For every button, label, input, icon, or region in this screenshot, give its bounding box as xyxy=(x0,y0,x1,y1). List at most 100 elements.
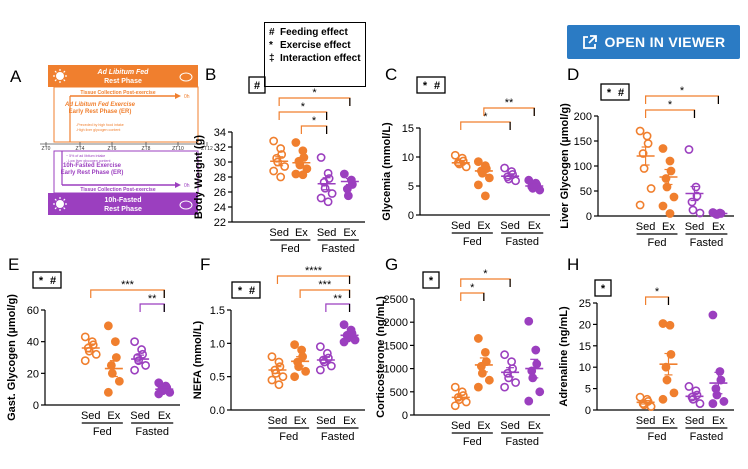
data-point xyxy=(643,139,653,148)
data-point xyxy=(719,397,729,406)
data-point xyxy=(524,396,534,406)
y-tick-label: 15 xyxy=(579,341,591,353)
y-tick-label: 10 xyxy=(402,152,414,164)
legend-label: Interaction effect xyxy=(280,53,361,64)
y-tick-label: 0 xyxy=(33,400,39,412)
data-point xyxy=(107,368,117,378)
data-point xyxy=(708,399,718,408)
significance-bracket xyxy=(645,109,696,118)
data-point xyxy=(301,366,311,376)
data-point xyxy=(343,191,353,201)
data-point xyxy=(646,184,656,193)
x-tick-label: Sed xyxy=(500,220,520,232)
significance-bracket xyxy=(300,125,328,134)
stat-box xyxy=(600,83,630,101)
y-tick-label: 24 xyxy=(214,202,226,214)
significance-bracket xyxy=(483,107,535,116)
data-point xyxy=(662,182,672,192)
legend-label: Feeding effect xyxy=(280,27,348,38)
open-in-viewer-label: OPEN IN VIEWER xyxy=(604,34,726,50)
y-axis-label: Liver Glycogen (µmol/g) xyxy=(559,103,571,229)
data-point xyxy=(473,180,483,190)
y-tick-label: 32 xyxy=(214,142,226,154)
data-point xyxy=(315,342,325,352)
data-point xyxy=(531,345,541,355)
fed-exercise-subtitle: Early Rest Phase (ER) xyxy=(69,109,132,115)
y-tick-label: 2000 xyxy=(384,317,408,329)
data-point xyxy=(669,192,679,202)
data-point xyxy=(130,337,139,347)
y-axis-label: Adrenaline (ng/mL) xyxy=(558,306,570,407)
panel-letter: E xyxy=(8,255,19,274)
y-tick-label: 0 xyxy=(585,405,591,417)
data-point xyxy=(461,397,471,407)
panel-e-chart: E * #0 20 40 60 Gast. Glycogen (µmol/g) Sed Ex Se… xyxy=(6,255,180,438)
significance-bracket xyxy=(645,296,670,305)
data-point xyxy=(280,162,290,171)
panel-letter: H xyxy=(567,255,579,274)
zt-label: ZT4 xyxy=(76,146,85,152)
panel-letter: C xyxy=(385,65,397,84)
data-point xyxy=(323,168,333,178)
data-point xyxy=(290,340,300,350)
open-in-viewer-button[interactable]: OPEN IN VIEWER xyxy=(567,25,740,59)
x-tick-label: Sed xyxy=(685,415,705,427)
data-point xyxy=(134,356,143,366)
panel-c-chart: C * #0 5 10 15 Glycemia (mmol/L) Sed Ex Sed Ex Fed F… xyxy=(381,65,550,248)
stat-box xyxy=(32,271,62,289)
stat-box xyxy=(422,271,440,289)
sun-icon-bottom xyxy=(53,197,67,211)
y-tick-label: 2500 xyxy=(384,294,408,306)
x-tick-label: Ex xyxy=(477,420,490,432)
x-tick-label: Ex xyxy=(294,415,307,427)
significance-label: * xyxy=(655,286,660,298)
data-point xyxy=(500,382,509,392)
group-label: Fed xyxy=(281,243,300,255)
group-label: Fasted xyxy=(321,431,355,443)
significance-label: ** xyxy=(505,97,514,109)
data-point xyxy=(524,316,534,326)
y-tick-label: 0.0 xyxy=(210,405,225,417)
group-label: Fasted xyxy=(505,436,539,448)
data-point xyxy=(473,334,483,343)
fasted-rest-phase-bar xyxy=(48,193,198,215)
significance-label: *** xyxy=(121,279,135,291)
data-point xyxy=(708,310,718,320)
panel-letter-a: A xyxy=(10,67,22,86)
data-point xyxy=(635,126,645,136)
data-point xyxy=(315,365,325,375)
y-tick-label: 1.5 xyxy=(210,305,225,317)
significance-label: * xyxy=(301,101,306,113)
y-tick-label: 22 xyxy=(214,217,226,229)
data-point xyxy=(480,347,490,357)
y-tick-label: 20 xyxy=(579,319,591,331)
fed-note-2: -High liver glycogen content xyxy=(76,128,120,132)
fed-exercise-box xyxy=(53,86,199,143)
data-point xyxy=(316,193,326,203)
legend-label: Exercise effect xyxy=(280,40,351,51)
mouse-icon-bottom xyxy=(179,200,193,210)
significance-bracket xyxy=(325,303,351,312)
x-tick-label: Ex xyxy=(712,221,725,233)
stat-symbol: * xyxy=(607,87,612,99)
y-tick-label: 26 xyxy=(214,187,226,199)
mouse-icon-top xyxy=(179,72,193,82)
stat-symbol: * xyxy=(423,80,428,92)
data-point xyxy=(658,394,668,404)
panel-f-chart: F * #0.0 0.5 1.0 1.5 NEFA (mmol/L) Sed Ex Sed Ex Fe… xyxy=(192,255,365,443)
y-tick-label: 25 xyxy=(579,298,591,310)
significance-label: *** xyxy=(318,279,332,291)
data-point xyxy=(507,357,516,367)
y-tick-label: 0 xyxy=(408,210,414,222)
y-tick-label: 500 xyxy=(390,387,408,399)
significance-label: **** xyxy=(305,265,323,277)
y-axis-label: Corticosterone (ng/mL) xyxy=(375,296,387,418)
fasted-exercise-title: 10h-Fasted Exercise xyxy=(63,163,122,169)
x-tick-label: Ex xyxy=(662,221,675,233)
legend-symbol: ‡ xyxy=(269,53,275,64)
significance-label: ** xyxy=(148,293,157,305)
fed-exercise-title: Ad Libitum Fed Exercise xyxy=(64,102,136,108)
significance-label: * xyxy=(680,85,685,97)
